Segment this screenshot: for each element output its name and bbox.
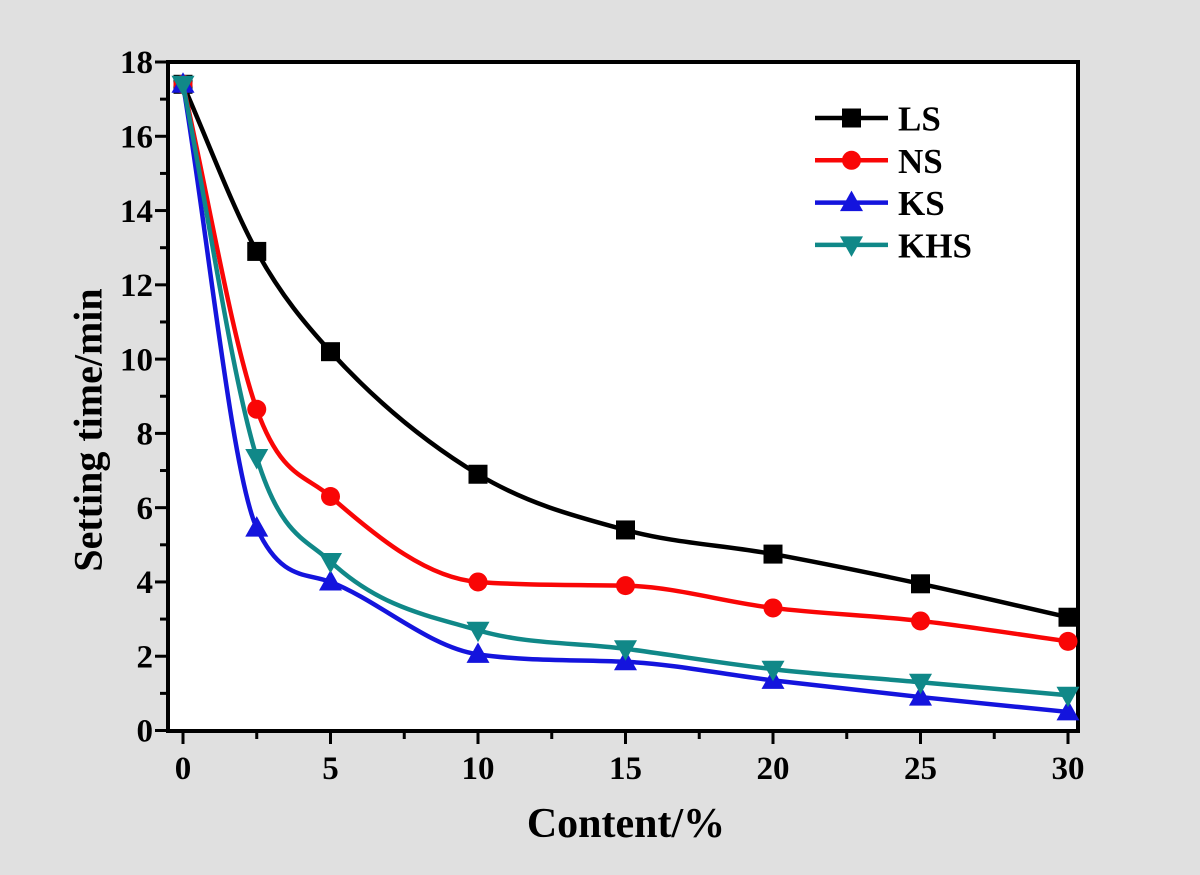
series-NS-point [763,598,783,618]
y-tick-label: 12 [120,268,153,304]
series-LS-point [763,544,783,564]
series-NS-point [911,611,930,631]
legend-marker-NS [842,150,861,170]
series-KHS-point [761,660,785,682]
x-axis: 0 5 10 15 20 25 30 [175,729,1085,787]
series-KS-point [909,685,932,706]
series-KHS-point [909,673,932,695]
series-KHS-markers [171,75,1080,708]
series-KS-point [466,642,490,663]
series-KHS-point [319,553,342,574]
series-NS-point [468,572,488,592]
x-tick-label: 0 [175,751,192,787]
y-tick-label: 2 [137,639,154,675]
series-KS-point [245,516,269,537]
y-tick-label: 10 [120,342,153,378]
y-tick-label: 18 [120,45,153,81]
legend-label-KHS: KHS [898,227,972,266]
x-tick-label: 25 [904,751,937,787]
legend-item-KS: KS [815,184,945,223]
x-tick-label: 30 [1052,751,1085,787]
series-KHS-point [171,75,195,97]
series-LS-point [616,520,635,540]
y-axis-title: Setting time/min [65,288,111,572]
series-NS-point [616,576,635,596]
series-KHS-point [466,621,490,643]
legend-item-NS: NS [815,142,943,181]
series-NS-point [1058,631,1078,651]
y-tick-label: 0 [137,714,154,750]
y-tick-label: 14 [120,194,153,230]
legend-label-LS: LS [898,100,941,139]
x-tick-label: 15 [609,751,642,787]
legend-label-NS: NS [898,142,943,181]
x-axis-title: Content/% [526,801,726,847]
x-tick-label: 20 [757,751,790,787]
series-NS-point [247,399,267,419]
y-tick-label: 4 [137,565,154,601]
legend-item-KHS: KHS [815,227,972,266]
legend-marker-LS [842,108,861,128]
series-LS-point [468,464,488,484]
series-KS-curve [180,82,1071,715]
legend-marker-KS [840,190,863,212]
y-tick-label: 16 [120,119,153,155]
x-tick-label: 10 [462,751,495,787]
legend-marker-KHS [840,236,863,257]
series-LS-point [1058,607,1078,627]
legend-item-LS: LS [815,100,941,139]
y-tick-label: 6 [137,491,154,527]
x-tick-label: 5 [322,751,339,787]
series-KS-point [1056,699,1080,721]
series-NS-point [321,487,340,507]
legend-label-KS: KS [898,184,945,223]
y-tick-label: 8 [137,417,154,453]
series-KHS-point [245,449,269,470]
series-LS-point [911,574,930,594]
series-NS-curve [180,82,1071,644]
series-KHS-point [1056,686,1080,708]
series-KHS-point [614,640,637,661]
series-LS-point [321,342,340,362]
series-KS-point [319,569,342,591]
y-axis: 0 2 4 6 8 10 12 14 16 18 [120,45,170,750]
series-LS-point [247,241,267,261]
series-KHS-curve [180,82,1071,698]
